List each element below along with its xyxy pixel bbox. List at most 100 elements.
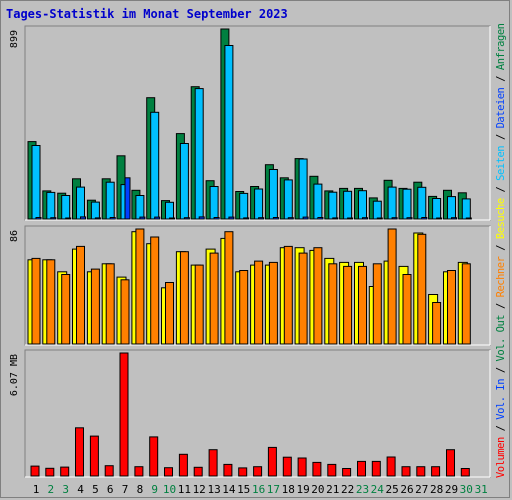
bar-seiten-day-28 (436, 217, 443, 220)
bar-rechner-day-7 (120, 279, 130, 345)
bar-rechner-day-26 (402, 274, 412, 345)
bar-rechner-day-14 (224, 231, 234, 345)
bar-dateien-day-14 (224, 45, 234, 220)
bar-seiten-day-3 (65, 217, 72, 220)
x-tick-label: 3 (62, 483, 69, 496)
x-tick-label: 7 (122, 483, 129, 496)
bar-volumen-day-16 (253, 466, 263, 477)
bar-rechner-day-18 (283, 245, 293, 345)
bar-seiten-day-13 (213, 217, 220, 220)
bar-dateien-day-13 (209, 186, 219, 220)
bar-seiten-day-21 (332, 217, 339, 220)
bar-volumen-day-28 (431, 466, 441, 477)
bar-rechner-day-11 (179, 251, 189, 345)
legend-entry: / (495, 128, 507, 146)
x-tick-label: 14 (222, 483, 236, 496)
x-tick-label: 4 (77, 483, 84, 496)
x-tick-label: 26 (400, 483, 413, 496)
bar-rechner-day-28 (432, 302, 442, 345)
bar-rechner-day-15 (239, 270, 249, 345)
x-tick-label: 28 (430, 483, 443, 496)
bar-seiten-day-18 (287, 217, 294, 220)
x-tick-label: 22 (341, 483, 354, 496)
x-tick-label: 23 (356, 483, 369, 496)
x-tick-label: 21 (326, 483, 339, 496)
x-tick-label: 5 (92, 483, 99, 496)
bar-volumen-day-4 (75, 427, 84, 477)
bar-seiten-day-9 (154, 216, 161, 220)
bar-seiten-day-1 (35, 217, 42, 220)
bar-seiten-day-14 (228, 216, 235, 220)
bar-rechner-day-29 (447, 270, 456, 345)
bar-volumen-day-24 (371, 460, 381, 477)
bar-seiten-day-2 (50, 217, 57, 220)
chart-title: Tages-Statistik im Monat September 2023 (6, 7, 288, 21)
bar-volumen-day-29 (446, 449, 455, 477)
bar-dateien-day-27 (417, 186, 427, 220)
bar-dateien-day-23 (358, 190, 367, 220)
bar-dateien-day-17 (268, 169, 278, 220)
bar-dateien-day-12 (194, 88, 204, 220)
legend-entry: / (495, 180, 507, 198)
bar-volumen-day-9 (149, 436, 159, 477)
legend-entry: / (495, 419, 507, 437)
x-tick-label: 10 (163, 483, 176, 496)
bar-seiten-day-17 (272, 217, 279, 220)
bar-volumen-day-10 (164, 467, 173, 477)
x-tick-label: 8 (137, 483, 144, 496)
bar-volumen-day-7 (119, 352, 129, 477)
bar-dateien-day-19 (298, 158, 308, 220)
bar-rechner-day-10 (165, 282, 174, 345)
right-legend: Volumen / Vol. In / Vol. Out / Rechner /… (495, 23, 507, 478)
x-tick-label: 20 (311, 483, 324, 496)
bar-volumen-day-20 (312, 461, 322, 477)
bar-seiten-day-23 (362, 217, 368, 220)
ymax-label-bottom: 6.07 MB (9, 354, 20, 396)
legend-entry: Dateien (495, 87, 507, 128)
bar-seiten-day-4 (80, 216, 86, 220)
legend-entry: / (495, 361, 507, 379)
bar-volumen-day-11 (178, 453, 188, 477)
legend-entry: Rechner (495, 256, 507, 297)
bar-volumen-day-18 (282, 456, 292, 477)
legend-entry: Volumen (495, 437, 507, 478)
bar-volumen-day-27 (416, 466, 426, 477)
bar-volumen-day-22 (342, 468, 352, 477)
bar-volumen-day-25 (386, 456, 396, 477)
bar-seiten-day-16 (258, 217, 265, 220)
bar-seiten-day-7 (124, 177, 131, 220)
bar-rechner-day-27 (417, 233, 427, 345)
x-tick-label: 13 (207, 483, 220, 496)
bar-rechner-day-4 (76, 245, 85, 345)
bar-dateien-day-22 (343, 190, 353, 220)
bar-seiten-day-15 (243, 217, 250, 220)
bar-dateien-day-3 (61, 195, 71, 220)
legend-entry: Vol. In (495, 378, 507, 419)
x-tick-label: 6 (107, 483, 114, 496)
bar-rechner-day-8 (135, 228, 145, 345)
bar-seiten-day-11 (183, 217, 190, 220)
bar-rechner-day-24 (372, 263, 382, 345)
bar-dateien-day-24 (372, 200, 382, 220)
ymax-label-middle: 86 (9, 230, 20, 242)
legend-entry: Vol. Out (495, 314, 507, 361)
bar-rechner-day-6 (105, 263, 115, 345)
bar-dateien-day-4 (76, 186, 85, 220)
bar-dateien-day-21 (328, 191, 338, 220)
x-tick-label: 17 (267, 483, 280, 496)
bar-dateien-day-10 (165, 201, 174, 220)
panel-bottom (24, 349, 491, 478)
x-tick-label: 30 (460, 483, 473, 496)
bar-volumen-day-14 (223, 463, 233, 477)
bar-rechner-day-9 (150, 236, 160, 345)
x-tick-label: 18 (282, 483, 295, 496)
bar-rechner-day-13 (209, 252, 219, 345)
bar-seiten-day-5 (94, 217, 101, 220)
bar-volumen-day-26 (401, 466, 411, 477)
bar-seiten-day-19 (302, 216, 309, 220)
x-tick-label: 12 (193, 483, 206, 496)
bar-seiten-day-30 (465, 217, 472, 220)
x-tick-label: 1 (33, 483, 40, 496)
bar-seiten-day-8 (139, 216, 146, 220)
